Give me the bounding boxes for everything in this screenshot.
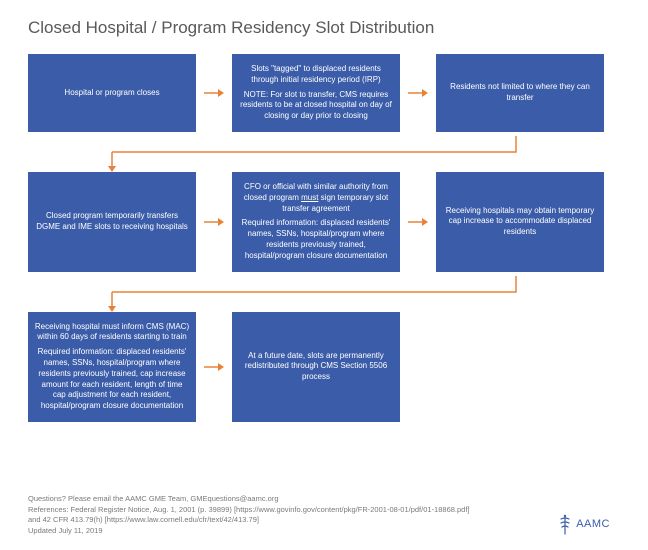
- flow-text: CFO or official with similar authority f…: [238, 182, 394, 214]
- arrow-right-icon: [204, 54, 224, 132]
- flow-connector: [28, 282, 620, 312]
- aamc-logo: AAMC: [558, 514, 610, 536]
- flow-text: Hospital or program closes: [64, 88, 159, 99]
- flowchart-grid: Hospital or program closes Slots "tagged…: [28, 54, 620, 422]
- flow-text: Slots "tagged" to displaced residents th…: [238, 64, 394, 86]
- flow-box: Closed program temporarily transfers DGM…: [28, 172, 196, 272]
- flow-box: Receiving hospitals may obtain temporary…: [436, 172, 604, 272]
- flow-row-1: Hospital or program closes Slots "tagged…: [28, 54, 620, 132]
- flow-text: Receiving hospital must inform CMS (MAC)…: [34, 322, 190, 344]
- footer: Questions? Please email the AAMC GME Tea…: [28, 494, 620, 536]
- flow-row-3: Receiving hospital must inform CMS (MAC)…: [28, 312, 620, 422]
- flow-text: NOTE: For slot to transfer, CMS requires…: [238, 90, 394, 122]
- footer-line: Questions? Please email the AAMC GME Tea…: [28, 494, 620, 505]
- flow-box: CFO or official with similar authority f…: [232, 172, 400, 272]
- flow-text: Required information: displaced resident…: [238, 218, 394, 261]
- flow-text: At a future date, slots are permanently …: [238, 351, 394, 383]
- flow-text: Residents not limited to where they can …: [442, 82, 598, 104]
- flow-text: Required information: displaced resident…: [34, 347, 190, 412]
- caduceus-icon: [558, 514, 572, 536]
- flow-box: Residents not limited to where they can …: [436, 54, 604, 132]
- arrow-right-icon: [204, 172, 224, 272]
- flow-row-2: Closed program temporarily transfers DGM…: [28, 172, 620, 272]
- flow-box: Receiving hospital must inform CMS (MAC)…: [28, 312, 196, 422]
- flow-box: At a future date, slots are permanently …: [232, 312, 400, 422]
- footer-line: References: Federal Register Notice, Aug…: [28, 505, 620, 516]
- arrow-right-icon: [408, 172, 428, 272]
- flow-box: Hospital or program closes: [28, 54, 196, 132]
- arrow-right-icon: [204, 312, 224, 422]
- logo-text: AAMC: [576, 517, 610, 532]
- footer-line: and 42 CFR 413.79(h) [https://www.law.co…: [28, 515, 620, 526]
- flow-connector: [28, 142, 620, 172]
- arrow-right-icon: [408, 54, 428, 132]
- page-title: Closed Hospital / Program Residency Slot…: [28, 18, 620, 38]
- flow-text: Receiving hospitals may obtain temporary…: [442, 206, 598, 238]
- flow-text: Closed program temporarily transfers DGM…: [34, 211, 190, 233]
- flow-box: Slots "tagged" to displaced residents th…: [232, 54, 400, 132]
- footer-line: Updated July 11, 2019: [28, 526, 620, 537]
